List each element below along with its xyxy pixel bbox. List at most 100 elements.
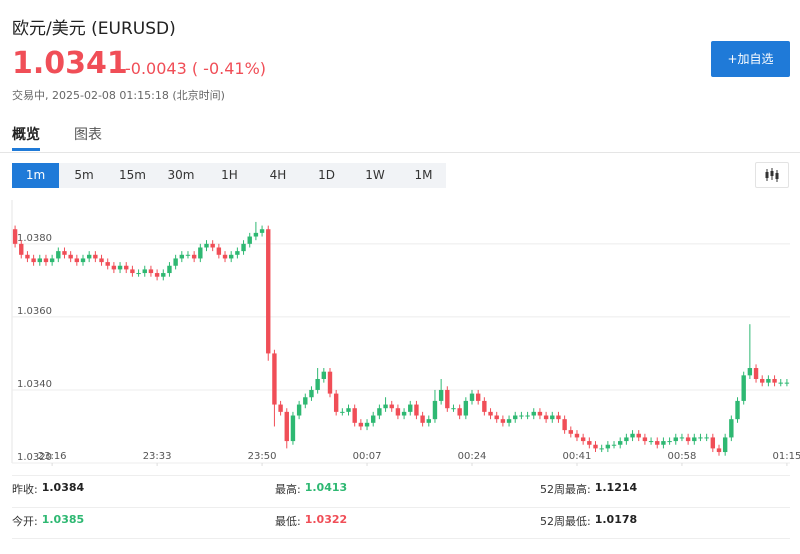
timeframe-button[interactable]: 1H bbox=[221, 168, 238, 182]
candle-body bbox=[562, 419, 567, 431]
candle-icon bbox=[765, 168, 779, 182]
candle-body bbox=[710, 437, 716, 449]
candle-body bbox=[624, 437, 629, 442]
candle-body bbox=[735, 400, 740, 420]
y-tick-label: 1.0320 bbox=[17, 452, 52, 463]
candle-body bbox=[494, 415, 499, 420]
candle-body bbox=[364, 422, 370, 427]
stat-label: 今开: bbox=[12, 515, 38, 528]
candle-body bbox=[19, 243, 24, 255]
candle-body bbox=[599, 448, 604, 450]
candle-body bbox=[698, 437, 703, 439]
candle-body bbox=[340, 411, 345, 413]
candle-body bbox=[636, 433, 641, 438]
candle-body bbox=[25, 254, 30, 259]
chart-type-button[interactable] bbox=[755, 162, 789, 188]
candle-body bbox=[179, 254, 185, 259]
candle-body bbox=[74, 258, 80, 263]
candle-body bbox=[457, 408, 462, 416]
candle-body bbox=[333, 393, 339, 412]
candle-body bbox=[247, 236, 252, 244]
stat-label: 最高: bbox=[275, 483, 301, 496]
candle-body bbox=[525, 415, 530, 417]
candle-body bbox=[722, 437, 728, 453]
candle-body bbox=[747, 368, 753, 376]
candle-body bbox=[531, 411, 536, 416]
candle-body bbox=[278, 404, 283, 412]
candle-body bbox=[438, 389, 444, 401]
timeframe-button[interactable]: 15m bbox=[119, 168, 146, 182]
timeframe-button[interactable]: 1D bbox=[318, 168, 335, 182]
candle-body bbox=[377, 408, 382, 416]
candle-body bbox=[753, 368, 759, 379]
candle-body bbox=[266, 229, 271, 354]
candle-body bbox=[766, 378, 771, 383]
timeframe-button[interactable]: 30m bbox=[167, 168, 195, 182]
stat-label: 最低: bbox=[275, 515, 301, 528]
candle-body bbox=[587, 441, 592, 445]
timeframe-button[interactable]: 5m bbox=[74, 168, 94, 182]
candle-body bbox=[259, 229, 265, 233]
tab[interactable]: 图表 bbox=[74, 127, 102, 143]
timeframe-bar bbox=[12, 163, 446, 188]
tab[interactable]: 概览 bbox=[12, 127, 40, 143]
candle-body bbox=[667, 441, 672, 443]
candle-body bbox=[210, 243, 215, 248]
timeframe-button[interactable]: 1M bbox=[414, 168, 433, 182]
title: 欧元/美元 (EURUSD) bbox=[12, 19, 176, 39]
candle-body bbox=[451, 408, 456, 410]
candle-body bbox=[784, 382, 790, 384]
candle-body bbox=[414, 404, 419, 416]
candle-body bbox=[130, 269, 135, 274]
x-tick-label: 01:15 bbox=[772, 451, 800, 462]
x-tick-label: 23:16 bbox=[38, 451, 67, 462]
candle-body bbox=[513, 415, 518, 420]
candle-body bbox=[37, 258, 42, 263]
candle-body bbox=[648, 441, 654, 443]
candle-body bbox=[426, 419, 431, 423]
candle-body bbox=[778, 382, 783, 384]
candle-body bbox=[222, 254, 228, 259]
candle-body bbox=[593, 444, 598, 449]
timeframe-button[interactable]: 1W bbox=[365, 168, 385, 182]
candle-body bbox=[315, 378, 320, 390]
candle-body bbox=[124, 265, 129, 270]
x-tick-label: 23:50 bbox=[248, 451, 277, 462]
candle-body bbox=[99, 258, 104, 263]
timeframe-button[interactable]: 4H bbox=[269, 168, 287, 182]
candle-body bbox=[296, 404, 302, 416]
candle-body bbox=[475, 393, 481, 401]
candle-body bbox=[383, 404, 388, 409]
candle-body bbox=[371, 415, 376, 423]
candle-body bbox=[154, 273, 160, 277]
status: 交易中, 2025-02-08 01:15:18 (北京时间) bbox=[12, 89, 225, 102]
candle-body bbox=[235, 251, 240, 255]
candle-body bbox=[537, 411, 543, 416]
x-tick-label: 23:33 bbox=[143, 451, 172, 462]
candle-body bbox=[352, 408, 357, 423]
candle-body bbox=[401, 411, 407, 416]
timeframe-button[interactable]: 1m bbox=[12, 163, 59, 188]
candle-body bbox=[161, 273, 166, 277]
candle-body bbox=[136, 273, 141, 275]
candle-body bbox=[642, 437, 648, 442]
candle-body bbox=[550, 415, 555, 420]
candle-body bbox=[346, 408, 351, 412]
candle-body bbox=[105, 262, 110, 266]
add-watchlist-button[interactable]: +加自选 bbox=[711, 41, 790, 77]
candle-body bbox=[148, 269, 154, 274]
candle-body bbox=[760, 378, 765, 383]
chart: 1.0320 1.0340 1.0360 1.0380 23:16 23:33 23:50 0… bbox=[11, 200, 800, 466]
candle-body bbox=[80, 258, 86, 263]
candle-body bbox=[611, 444, 617, 446]
candle-body bbox=[49, 258, 55, 263]
divider bbox=[12, 475, 790, 476]
stat-value: 1.1214 bbox=[594, 481, 638, 494]
candle-body bbox=[445, 389, 450, 409]
candle-body bbox=[216, 247, 222, 255]
candle-body bbox=[704, 437, 709, 439]
stat-label: 52周最高: bbox=[540, 483, 591, 496]
candle-body bbox=[482, 400, 487, 412]
stat-value: 1.0178 bbox=[594, 513, 638, 526]
candle-body bbox=[31, 258, 36, 263]
